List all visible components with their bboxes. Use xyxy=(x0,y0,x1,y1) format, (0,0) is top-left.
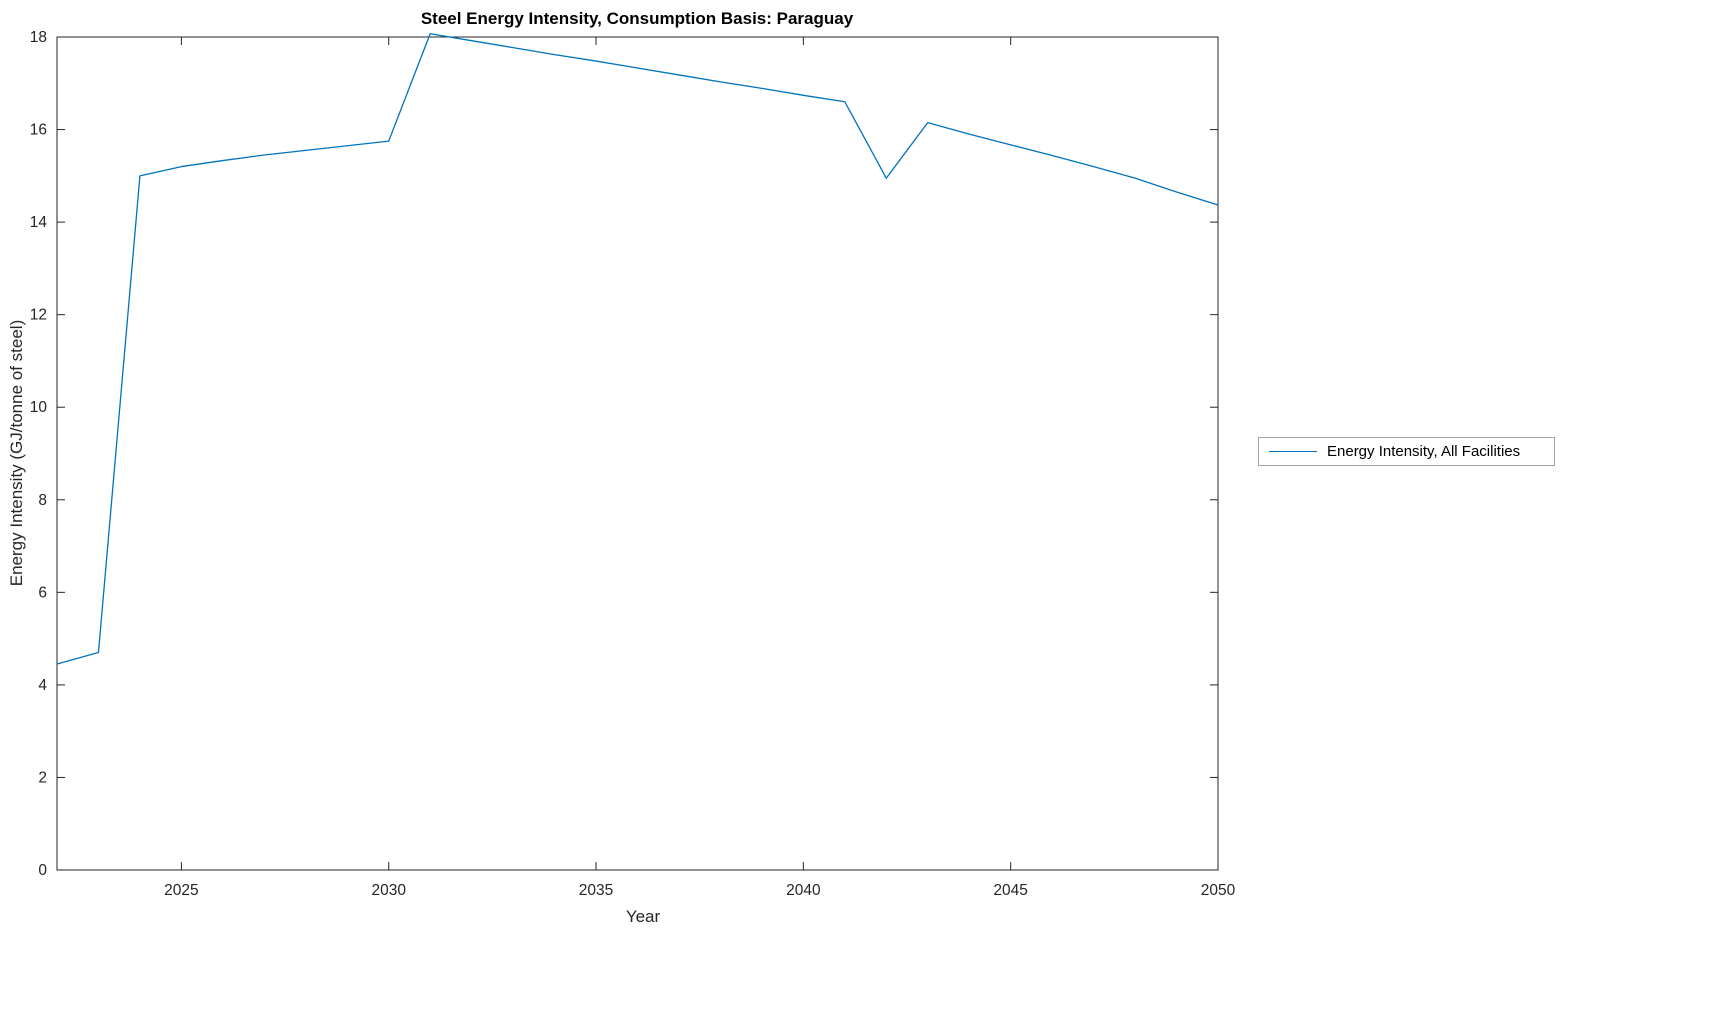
legend-box: Energy Intensity, All Facilities xyxy=(1258,437,1555,466)
y-axis-label: Energy Intensity (GJ/tonne of steel) xyxy=(7,319,26,587)
y-tick-label: 6 xyxy=(38,584,47,601)
plot-box xyxy=(56,36,1219,871)
x-tick-label: 2030 xyxy=(371,882,406,899)
x-tick-label: 2040 xyxy=(786,882,821,899)
x-tick-label: 2025 xyxy=(164,882,198,899)
y-tick-label: 0 xyxy=(38,862,47,879)
legend-entry-label: Energy Intensity, All Facilities xyxy=(1327,443,1521,460)
x-axis-label: Year xyxy=(625,907,661,926)
chart-title: Steel Energy Intensity, Consumption Basi… xyxy=(420,9,854,28)
x-tick-label: 2050 xyxy=(1201,882,1236,899)
data-line-energy-intensity-all-facilities xyxy=(56,33,1219,665)
y-tick-label: 14 xyxy=(30,214,48,231)
x-tick-label: 2035 xyxy=(579,882,613,899)
y-tick-label: 2 xyxy=(38,769,47,786)
y-tick-label: 16 xyxy=(30,122,47,139)
y-tick-label: 12 xyxy=(30,307,47,324)
y-tick-label: 8 xyxy=(38,492,47,509)
y-tick-label: 10 xyxy=(30,399,48,416)
x-tick-label: 2045 xyxy=(993,882,1027,899)
y-tick-label: 4 xyxy=(38,677,47,694)
y-tick-label: 18 xyxy=(30,29,47,46)
legend-line-sample-icon xyxy=(1269,450,1317,453)
